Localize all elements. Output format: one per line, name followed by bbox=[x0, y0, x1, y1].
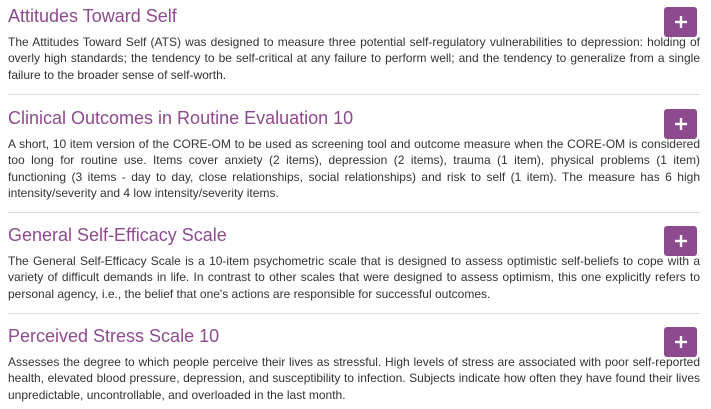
item-description: A short, 10 item version of the CORE-OM … bbox=[8, 137, 700, 200]
add-button[interactable] bbox=[664, 7, 697, 37]
item-description: The Attitudes Toward Self (ATS) was desi… bbox=[8, 35, 700, 82]
plus-icon bbox=[674, 16, 687, 28]
plus-icon bbox=[674, 336, 687, 348]
item-title: Attitudes Toward Self bbox=[8, 6, 177, 26]
add-button[interactable] bbox=[664, 327, 697, 357]
item-description: The General Self-Efficacy Scale is a 10-… bbox=[8, 254, 700, 301]
plus-icon bbox=[674, 235, 687, 247]
item-title: General Self-Efficacy Scale bbox=[8, 225, 227, 245]
item-description: Assesses the degree to which people perc… bbox=[8, 355, 700, 402]
divider bbox=[8, 94, 700, 95]
item-title: Perceived Stress Scale 10 bbox=[8, 326, 220, 346]
divider bbox=[8, 212, 700, 213]
add-button[interactable] bbox=[664, 226, 697, 256]
add-button[interactable] bbox=[664, 109, 697, 139]
plus-icon bbox=[674, 118, 687, 130]
item-title: Clinical Outcomes in Routine Evaluation … bbox=[8, 108, 354, 128]
divider bbox=[8, 313, 700, 314]
